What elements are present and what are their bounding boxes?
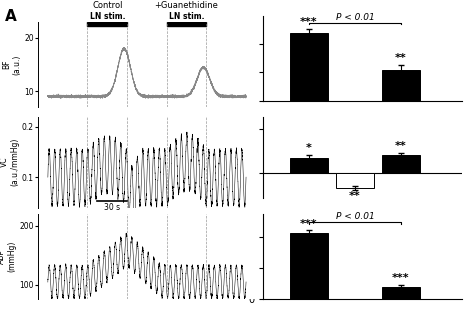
- Text: **: **: [395, 141, 407, 151]
- Bar: [382, 287, 420, 299]
- Text: ***: ***: [300, 219, 318, 229]
- Y-axis label: ΔVC: ΔVC: [205, 152, 228, 163]
- Y-axis label: ABP
(mmHg): ABP (mmHg): [0, 241, 17, 272]
- Text: LN stim.: LN stim.: [169, 12, 204, 21]
- Text: ***: ***: [392, 273, 410, 283]
- Text: Control: Control: [92, 1, 123, 10]
- Text: LN stim.: LN stim.: [90, 12, 125, 21]
- Text: 30 s: 30 s: [104, 203, 120, 212]
- Text: P < 0.01: P < 0.01: [336, 213, 374, 221]
- Text: +Guanethidine: +Guanethidine: [155, 1, 219, 10]
- Text: **: **: [349, 191, 361, 201]
- Bar: [290, 233, 328, 299]
- Bar: [336, 173, 374, 188]
- Bar: [382, 155, 420, 173]
- Y-axis label: ΔMean ABP: ΔMean ABP: [171, 252, 235, 262]
- Text: ***: ***: [300, 17, 318, 27]
- Bar: [290, 158, 328, 173]
- Y-axis label: BF
(a.u.): BF (a.u.): [2, 54, 21, 75]
- Text: A: A: [5, 9, 17, 25]
- Bar: [290, 33, 328, 101]
- Text: *: *: [306, 143, 312, 153]
- Bar: [382, 70, 420, 101]
- Text: **: **: [395, 53, 407, 63]
- Y-axis label: ΔBF: ΔBF: [209, 53, 230, 63]
- Y-axis label: VC
(a.u./mmHg): VC (a.u./mmHg): [0, 138, 19, 186]
- Text: P < 0.01: P < 0.01: [336, 13, 374, 22]
